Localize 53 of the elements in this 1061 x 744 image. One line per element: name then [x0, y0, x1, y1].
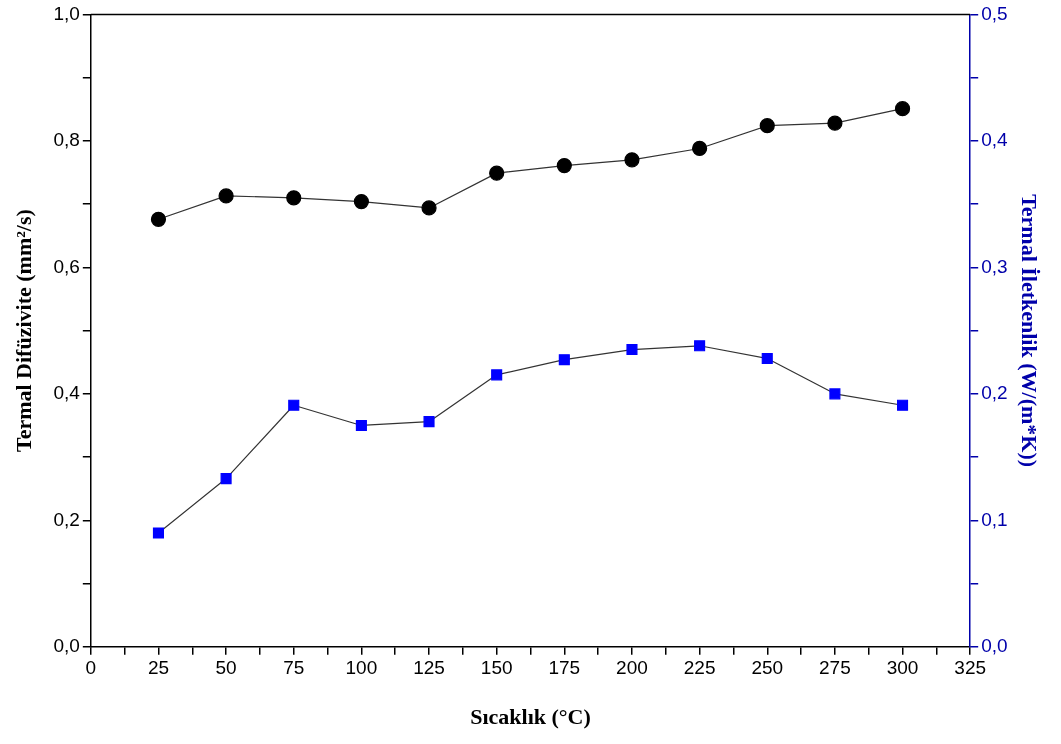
x-tick-label: 50 [215, 657, 237, 679]
point [761, 352, 773, 364]
y-tick-label: 0,0 [53, 635, 80, 657]
x-tick-label: 125 [413, 657, 445, 679]
x-tick-label: 175 [548, 657, 581, 679]
point [694, 340, 706, 352]
point [421, 200, 437, 216]
point [286, 190, 302, 206]
point [220, 473, 232, 485]
y2-tick-label: 0,4 [981, 129, 1009, 151]
x-axis-title: Sıcaklık (°C) [470, 704, 591, 730]
y-tick-label: 0,8 [53, 129, 80, 151]
point [288, 399, 300, 411]
point [759, 118, 775, 134]
point [423, 416, 435, 428]
point [150, 211, 167, 227]
y-tick-label: 1,0 [53, 2, 80, 24]
x-tick-label: 325 [954, 657, 987, 679]
x-tick-label: 200 [616, 657, 648, 679]
x-tick-label: 225 [683, 657, 716, 679]
point [491, 369, 503, 381]
point [355, 419, 367, 432]
point [353, 193, 369, 210]
x-tick-label: 100 [345, 657, 378, 679]
point [624, 152, 640, 168]
y-tick-label: 0,2 [53, 508, 80, 530]
point [827, 115, 843, 131]
x-tick-label: 275 [819, 657, 851, 679]
point [218, 188, 234, 204]
x-tick-label: 0 [85, 657, 97, 679]
point [152, 527, 165, 539]
y2-tick-label: 0,0 [981, 635, 1008, 657]
x-tick-label: 75 [283, 657, 305, 679]
point [626, 344, 638, 356]
x-tick-label: 150 [480, 657, 513, 679]
y-axis-title: Termal Difüzivite (mm²/s) [10, 209, 36, 453]
y2-axis-title: Termal İletkenlik (W/(m*K)) [1017, 194, 1043, 468]
y2-tick-label: 0,2 [981, 382, 1008, 404]
x-tick-label: 250 [751, 657, 784, 679]
point [692, 140, 708, 157]
x-tick-label: 300 [886, 657, 919, 679]
point [894, 101, 911, 117]
y2-tick-label: 0,1 [981, 508, 1008, 530]
y2-tick-label: 0,5 [981, 2, 1008, 24]
point [489, 165, 505, 181]
point [896, 399, 909, 411]
point [829, 388, 841, 400]
x-tick-label: 25 [147, 657, 170, 679]
point [556, 157, 572, 174]
y-tick-label: 0,6 [53, 255, 80, 277]
y2-tick-label: 0,3 [981, 255, 1008, 277]
point [558, 354, 570, 366]
y-tick-label: 0,4 [53, 382, 81, 404]
